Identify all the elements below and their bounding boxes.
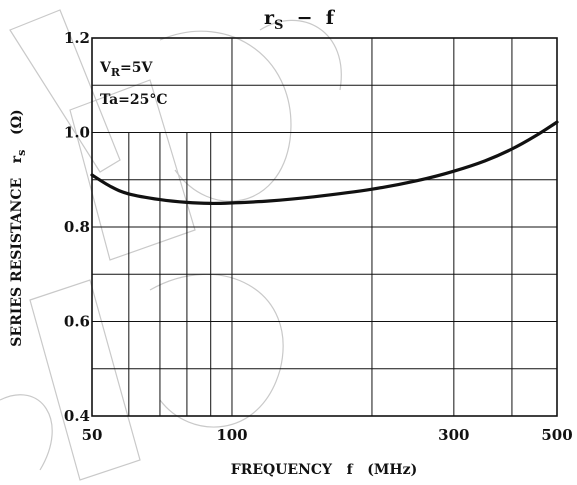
x-tick-label: 500 bbox=[541, 426, 572, 444]
x-tick-label: 100 bbox=[216, 426, 247, 444]
y-tick-label: 1.2 bbox=[64, 29, 90, 47]
y-tick-label: 0.6 bbox=[64, 313, 90, 331]
y-tick-label: 0.4 bbox=[64, 407, 90, 425]
watermark bbox=[0, 9, 342, 481]
y-tick-labels: 0.4 0.6 0.8 1.0 1.2 bbox=[64, 29, 90, 425]
y-axis-label: SERIES RESISTANCE rs (Ω) bbox=[9, 109, 28, 346]
annotation-ta: Ta=25°C bbox=[100, 92, 168, 108]
x-tick-labels: 50 100 300 500 bbox=[82, 426, 573, 444]
annotation-vr: VR=5V bbox=[99, 60, 154, 79]
plot-frame bbox=[91, 37, 558, 417]
y-tick-label: 0.8 bbox=[64, 218, 90, 236]
grid bbox=[92, 38, 557, 416]
series-line bbox=[90, 120, 559, 206]
x-tick-label: 300 bbox=[438, 426, 469, 444]
y-tick-label: 1.0 bbox=[64, 124, 90, 142]
x-tick-label: 50 bbox=[82, 426, 103, 444]
x-axis-label: FREQUENCY f (MHz) bbox=[231, 462, 417, 478]
chart-title: rS − f bbox=[264, 7, 336, 33]
